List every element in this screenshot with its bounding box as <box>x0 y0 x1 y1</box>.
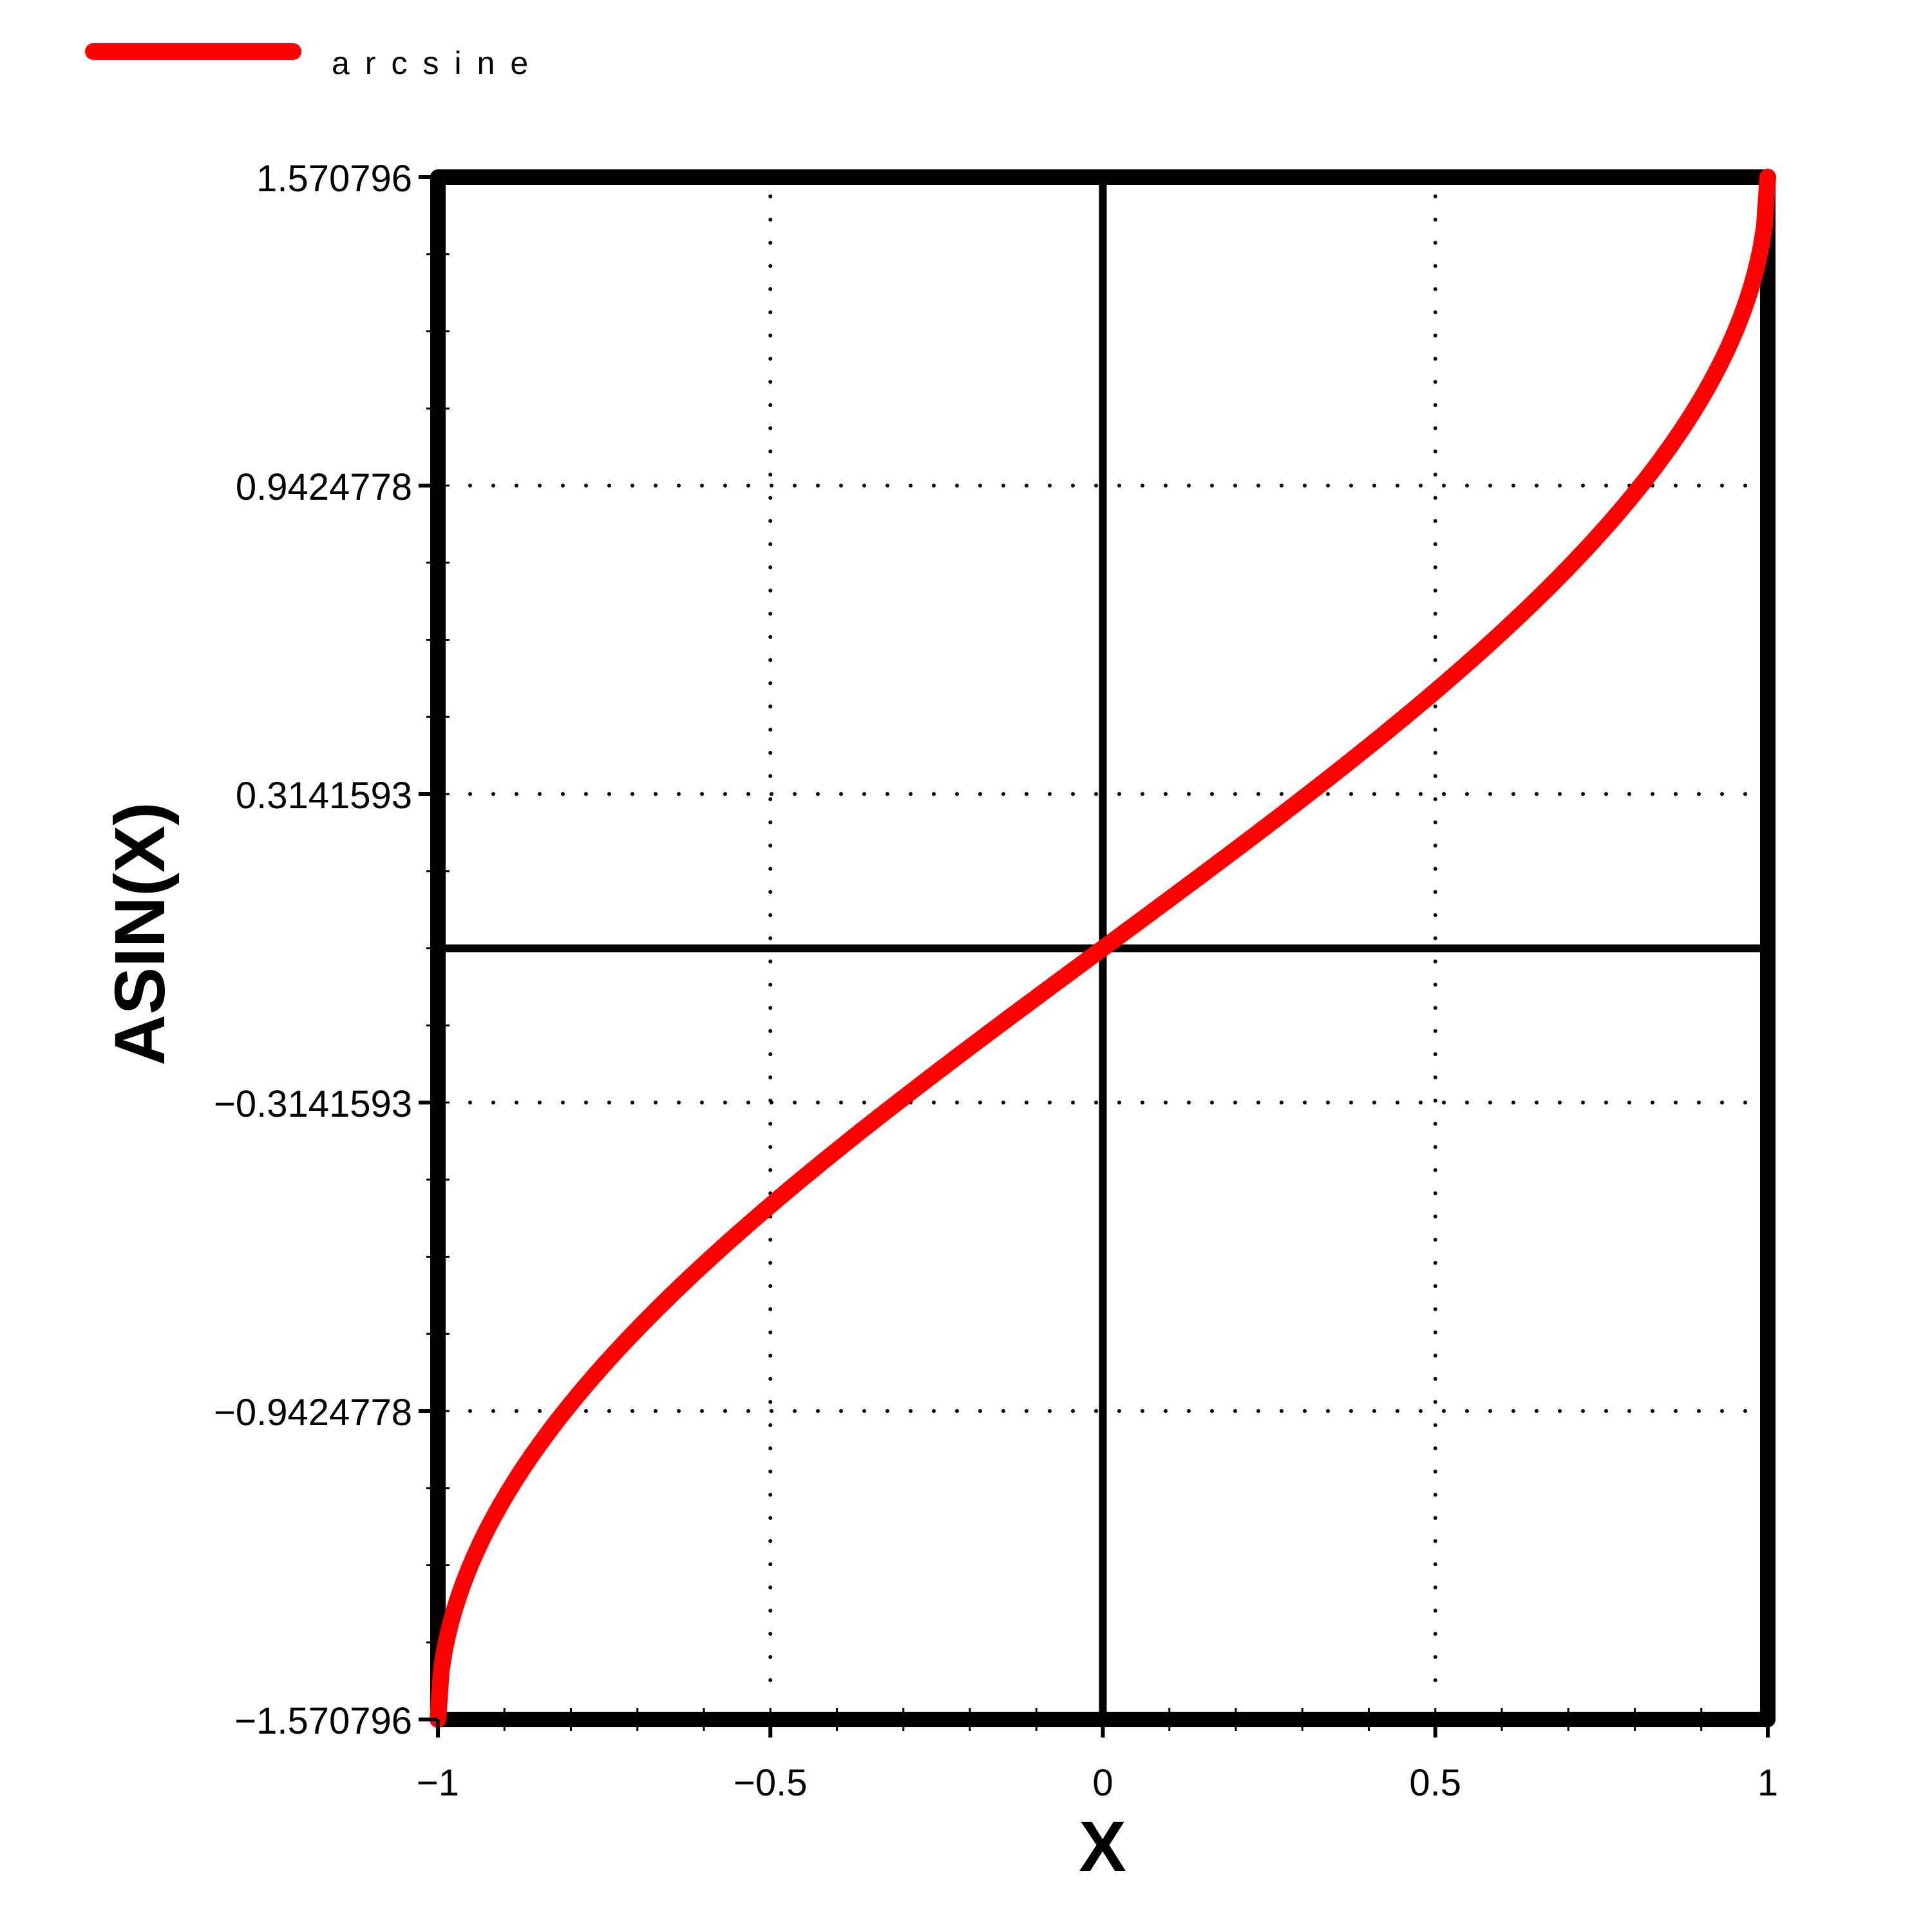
y-tick-label: 0.9424778 <box>236 466 412 508</box>
minor-ticks <box>426 253 1703 1731</box>
x-axis: −1 −0.5 0 0.5 1 <box>417 1719 1778 1804</box>
legend-label-arcsine: arcsine <box>332 45 544 81</box>
x-axis-title: X <box>1079 1807 1126 1886</box>
y-axis: −1.570796 −0.9424778 −0.3141593 0.3141593 0.… <box>214 158 438 1742</box>
x-tick-label: 0 <box>1092 1762 1113 1804</box>
y-tick-label: 1.570796 <box>256 158 412 200</box>
legend: arcsine <box>85 43 544 81</box>
y-tick-label: −1.570796 <box>234 1700 412 1742</box>
y-tick-label: −0.3141593 <box>214 1083 412 1125</box>
y-axis-title: ASIN(X) <box>100 802 180 1065</box>
series-layer <box>430 169 1776 1728</box>
series-line-arcsine <box>430 169 1776 1728</box>
x-tick-label: −1 <box>417 1762 459 1804</box>
x-tick-label: −0.5 <box>734 1762 808 1804</box>
y-tick-label: 0.3141593 <box>236 775 412 817</box>
grid <box>468 194 1750 1702</box>
y-tick-label: −0.9424778 <box>214 1392 412 1434</box>
x-tick-label: 0.5 <box>1409 1762 1461 1804</box>
x-tick-label: 1 <box>1757 1762 1778 1804</box>
